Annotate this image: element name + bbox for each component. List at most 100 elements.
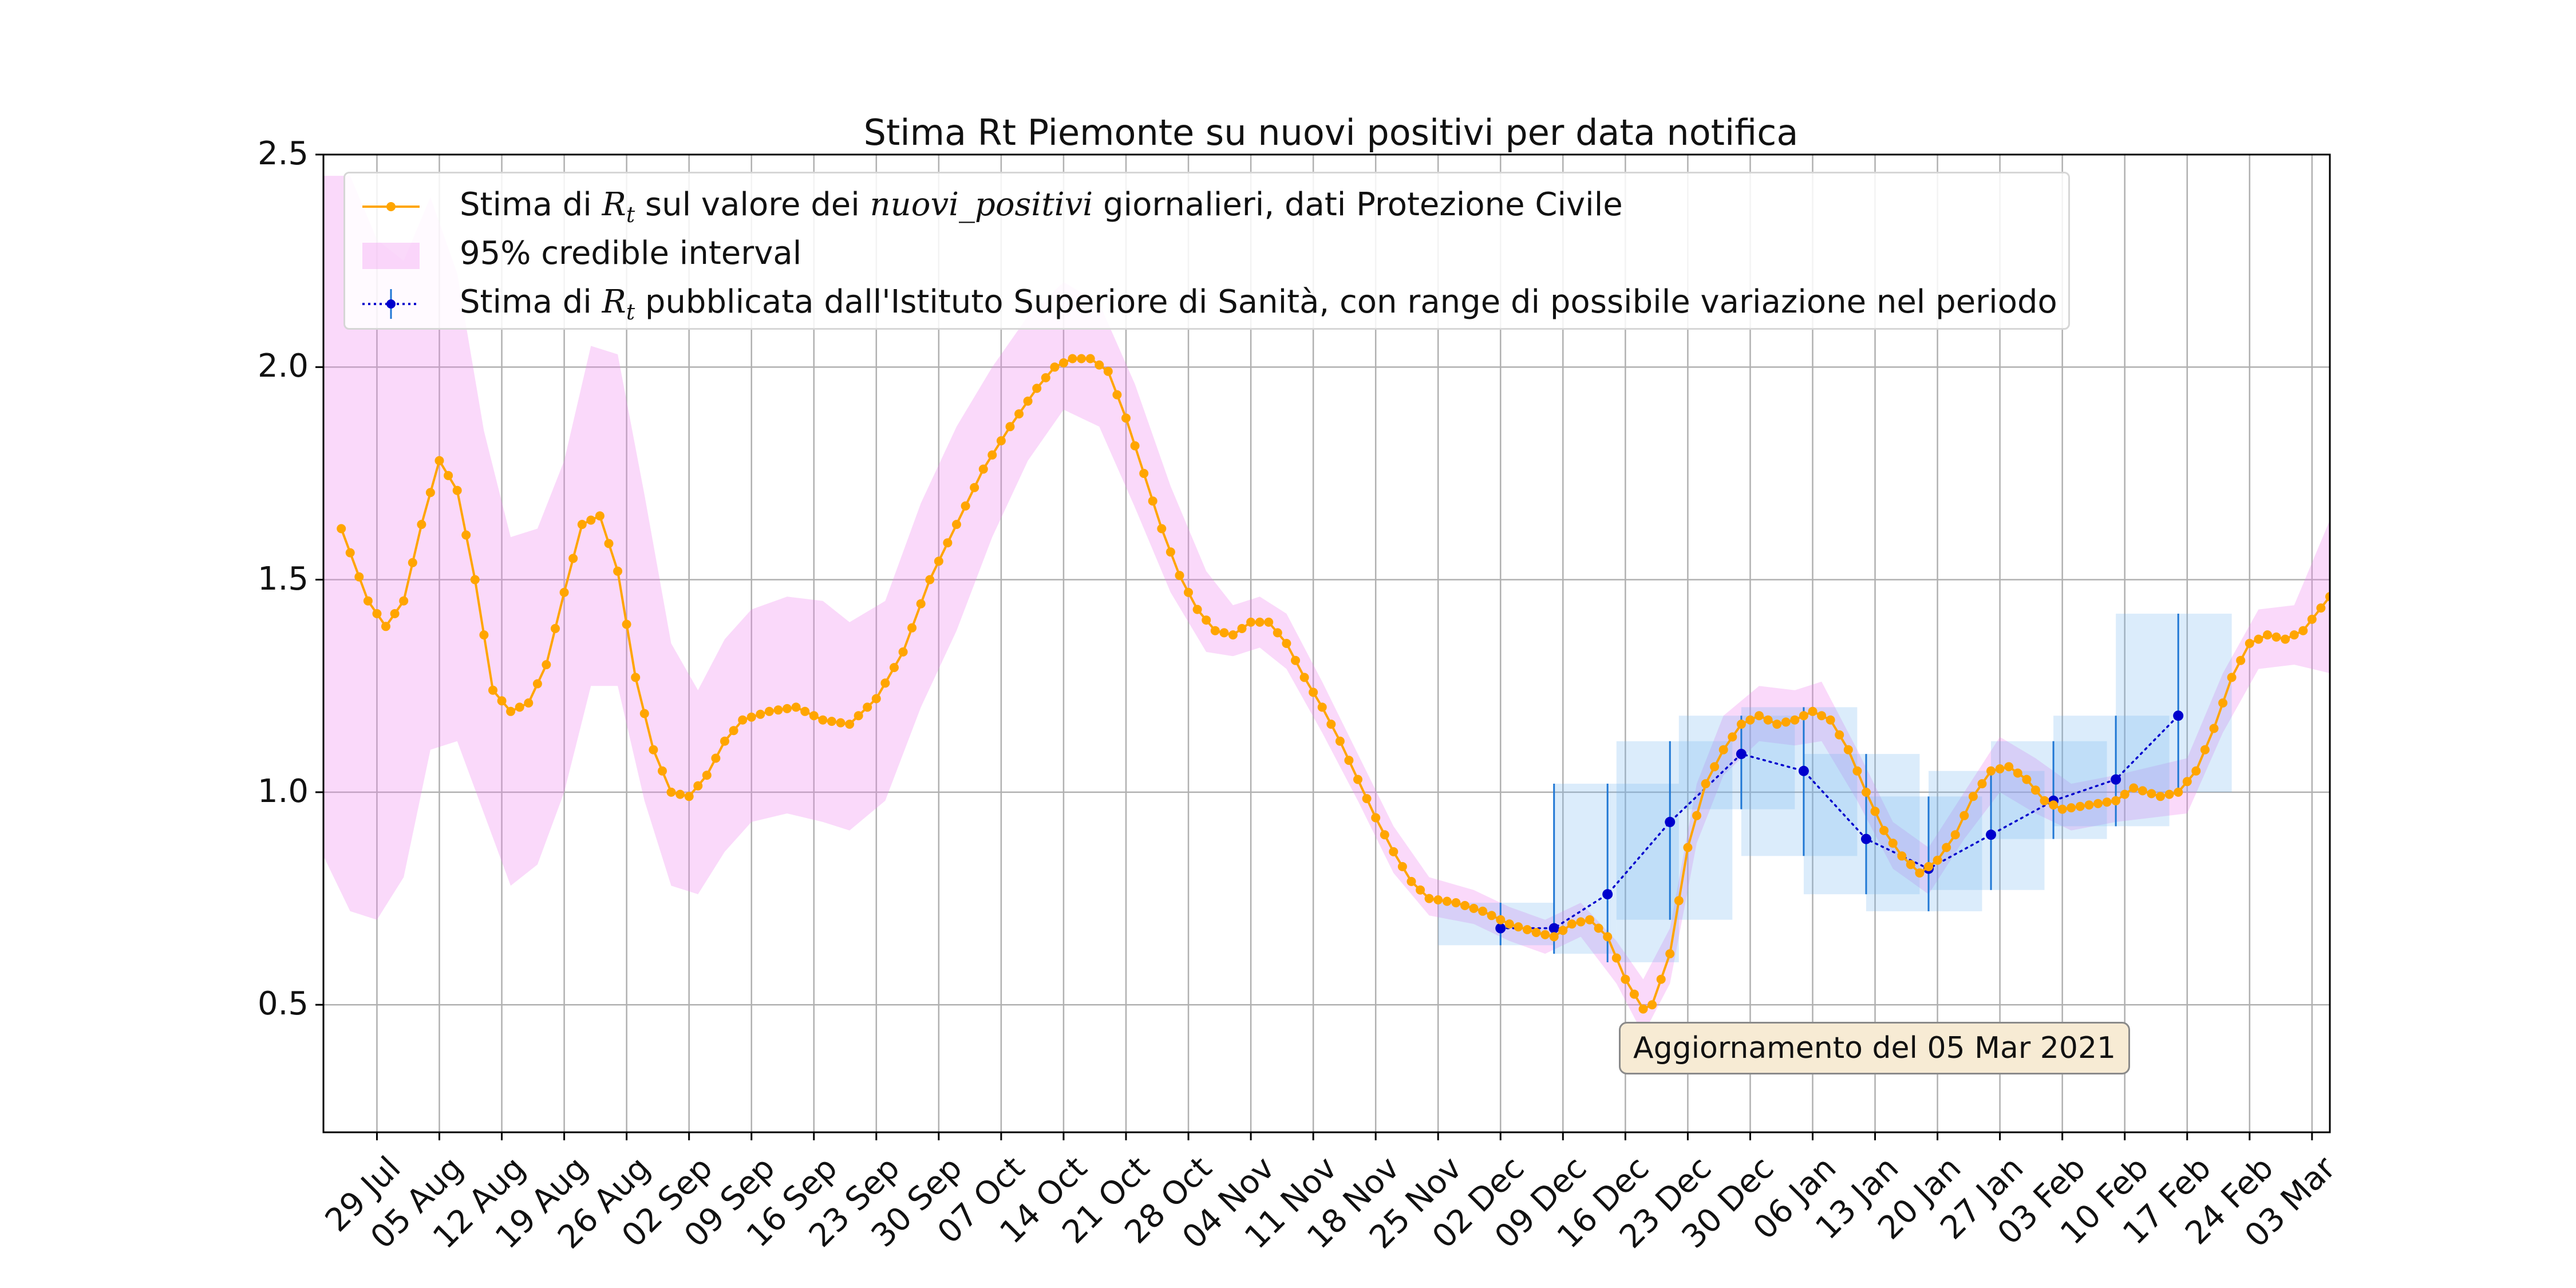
- pc-rt-point: [943, 538, 953, 548]
- pc-rt-point: [337, 524, 346, 534]
- pc-rt-point: [907, 623, 917, 633]
- pc-rt-point: [2120, 789, 2129, 799]
- pc-rt-point: [2075, 801, 2085, 811]
- pc-rt-point: [1005, 422, 1015, 432]
- pc-rt-point: [2084, 800, 2094, 810]
- pc-rt-point: [1790, 715, 1800, 725]
- pc-rt-point: [1862, 787, 1871, 797]
- pc-rt-point: [1986, 766, 1996, 776]
- pc-rt-point: [2164, 789, 2174, 799]
- pc-rt-point: [756, 709, 765, 719]
- pc-rt-point: [2245, 639, 2254, 648]
- pc-rt-point: [2307, 614, 2317, 624]
- pc-rt-point: [1424, 894, 1434, 903]
- legend-item-band: 95% credible interval: [357, 232, 2063, 278]
- pc-rt-point: [639, 709, 649, 718]
- pc-rt-point: [1594, 923, 1603, 933]
- pc-rt-point: [1736, 720, 1746, 729]
- pc-rt-point: [1549, 932, 1559, 942]
- credible-interval-area: [323, 176, 2330, 1035]
- pc-rt-point: [2289, 630, 2299, 640]
- pc-rt-point: [1362, 794, 1372, 804]
- pc-rt-point: [845, 720, 855, 729]
- pc-rt-point: [1621, 974, 1630, 984]
- pc-rt-point: [506, 706, 516, 716]
- pc-rt-point: [1523, 925, 1532, 934]
- pc-rt-point: [568, 554, 578, 563]
- pc-rt-point: [996, 436, 1006, 445]
- pc-rt-point: [1165, 547, 1175, 557]
- pc-rt-point: [1326, 720, 1336, 729]
- pc-rt-point: [1121, 413, 1131, 423]
- pc-rt-point: [381, 622, 390, 631]
- pc-rt-point: [961, 501, 970, 511]
- pc-rt-point: [1095, 360, 1104, 370]
- pc-rt-point: [1416, 885, 1425, 895]
- pc-rt-point: [880, 678, 890, 688]
- pc-rt-point: [1210, 626, 1220, 635]
- pc-rt-point: [1469, 903, 1479, 913]
- pc-rt-point: [1576, 917, 1586, 927]
- pc-rt-point: [1683, 843, 1693, 852]
- pc-rt-point: [2254, 634, 2263, 644]
- pc-rt-point: [1184, 587, 1193, 597]
- pc-rt-point: [1157, 524, 1167, 534]
- pc-rt-point: [524, 698, 534, 708]
- pc-rt-point: [1755, 711, 1764, 721]
- pc-rt-point: [1202, 615, 1211, 625]
- pc-rt-point: [399, 596, 409, 606]
- legend-errorbar-marker-icon: [362, 289, 420, 319]
- pc-rt-point: [1611, 953, 1621, 963]
- pc-rt-point: [2147, 789, 2156, 799]
- pc-rt-point: [1674, 896, 1684, 906]
- pc-rt-point: [1959, 811, 1969, 820]
- pc-rt-point: [1835, 730, 1844, 740]
- legend-label-iss: Stima di Rt pubblicata dall'Istituto Sup…: [460, 283, 2057, 325]
- pc-rt-point: [1130, 441, 1140, 451]
- pc-rt-point: [2030, 785, 2040, 795]
- pc-rt-point: [1808, 706, 1818, 716]
- legend-item-iss: Stima di Rt pubblicata dall'Istituto Sup…: [357, 281, 2063, 327]
- legend: Stima di Rt sul valore dei nuovi_positiv…: [343, 172, 2070, 330]
- pc-rt-point: [1478, 906, 1488, 916]
- pc-rt-point: [1344, 756, 1354, 765]
- pc-rt-point: [1050, 362, 1060, 372]
- y-tick-label: 1.0: [257, 772, 309, 810]
- pc-rt-point: [372, 609, 382, 618]
- pc-rt-point: [1906, 860, 1915, 870]
- pc-rt-point: [1817, 711, 1827, 721]
- pc-rt-point: [1763, 715, 1773, 725]
- pc-rt-point: [1014, 409, 1024, 418]
- pc-rt-point: [2316, 603, 2326, 613]
- pc-rt-point: [1148, 496, 1157, 506]
- iss-range-box: [1991, 741, 2107, 839]
- pc-rt-point: [987, 450, 997, 460]
- pc-rt-point: [595, 511, 605, 521]
- iss-point: [2111, 774, 2121, 785]
- iss-point: [1548, 923, 1559, 934]
- pc-rt-point: [345, 548, 355, 558]
- iss-estimates: [1438, 614, 2232, 962]
- iss-point: [1860, 833, 1871, 844]
- y-tick-label: 2.0: [257, 347, 309, 385]
- pc-rt-point: [1335, 736, 1345, 746]
- pc-rt-point: [1433, 895, 1443, 904]
- pc-rt-point: [2057, 804, 2067, 814]
- pc-rt-point: [1192, 605, 1202, 614]
- pc-rt-point: [1968, 792, 1978, 801]
- pc-rt-point: [658, 766, 667, 776]
- pc-rt-point: [1879, 825, 1889, 835]
- pc-rt-point: [1068, 354, 1077, 364]
- pc-rt-point: [1647, 1000, 1657, 1010]
- pc-rt-point: [1558, 926, 1568, 935]
- pc-rt-point: [434, 456, 444, 465]
- pc-rt-point: [497, 696, 507, 706]
- chart-title: Stima Rt Piemonte su nuovi positivi per …: [863, 112, 1799, 153]
- pc-rt-point: [577, 520, 587, 530]
- pc-rt-point: [818, 715, 828, 725]
- pc-rt-point: [1112, 390, 1122, 400]
- pc-rt-point: [1451, 898, 1461, 907]
- pc-rt-point: [2013, 768, 2022, 778]
- pc-rt-point: [898, 647, 908, 657]
- pc-rt-point: [1826, 715, 1835, 725]
